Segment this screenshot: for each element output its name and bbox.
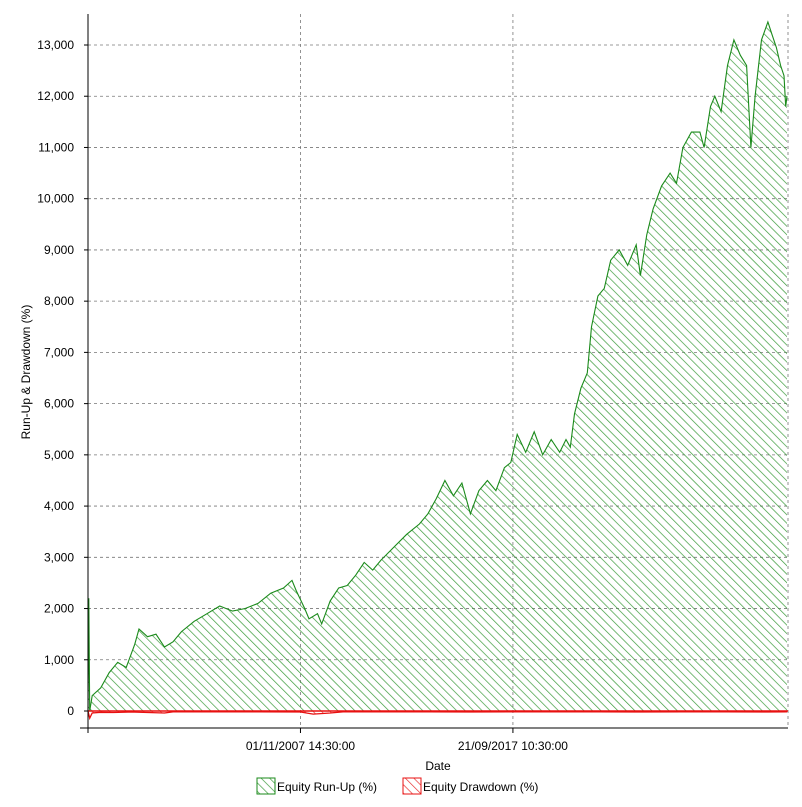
legend-item-runup: Equity Run-Up (%) [256,777,377,795]
x-axis-ticks: 01/11/2007 14:30:00 21/09/2017 10:30:00 [87,728,568,753]
y-tick-label: 0 [67,704,74,718]
y-tick-label: 11,000 [38,140,74,154]
series-area-runup [88,21,787,711]
x-tick-label: 01/11/2007 14:30:00 [246,739,356,753]
y-tick-label: 1,000 [44,653,74,667]
y-tick-label: 8,000 [44,294,74,308]
y-tick-label: 13,000 [37,38,74,52]
y-tick-label: 3,000 [44,550,74,564]
y-tick-label: 5,000 [44,448,74,462]
legend-item-drawdown: Equity Drawdown (%) [402,777,538,795]
y-tick-label: 12,000 [37,89,74,103]
x-axis-title: Date [425,759,451,773]
y-tick-label: 9,000 [44,243,74,257]
y-tick-label: 4,000 [44,499,74,513]
legend: Equity Run-Up (%) Equity Drawdown (%) [256,777,538,795]
y-tick-label: 10,000 [37,192,74,206]
y-tick-label: 6,000 [44,397,74,411]
y-axis-title: Run-Up & Drawdown (%) [19,305,33,440]
legend-swatch [256,777,276,795]
series-layer [87,20,788,721]
legend-label: Equity Drawdown (%) [423,780,538,794]
y-tick-label: 2,000 [44,602,74,616]
y-tick-label: 7,000 [44,345,74,359]
series-line-drawdown [87,710,788,721]
legend-swatch [402,777,422,795]
series-line-runup [87,20,788,712]
y-axis-ticks: 0 1,000 2,000 3,000 4,000 5,000 6,000 7,000 8,00… [37,38,88,718]
x-tick-label: 21/09/2017 10:30:00 [458,739,568,753]
legend-label: Equity Run-Up (%) [277,780,377,794]
